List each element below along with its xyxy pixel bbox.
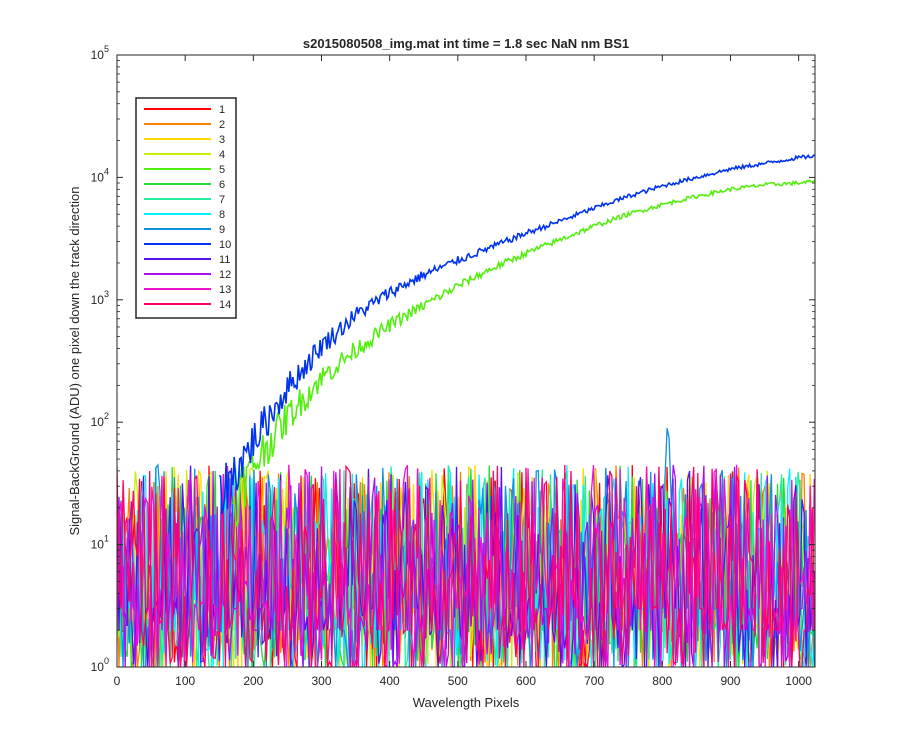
y-tick-label-1: 100: [91, 656, 109, 674]
x-tick-label-0: 0: [114, 674, 121, 688]
y-tick-label-1000: 103: [91, 289, 109, 307]
y-tick-label-10: 101: [91, 534, 109, 552]
legend-label-12: 12: [219, 269, 231, 281]
x-tick-label-400: 400: [380, 674, 400, 688]
series-line-5: [232, 179, 815, 527]
x-axis-label: Wavelength Pixels: [413, 695, 520, 710]
y-tick-label-10000: 104: [91, 166, 109, 184]
legend-label-4: 4: [219, 149, 225, 161]
series-line-12: [117, 464, 815, 667]
legend-label-9: 9: [219, 224, 225, 236]
legend-label-11: 11: [219, 254, 230, 266]
legend-label-6: 6: [219, 179, 225, 191]
axes: 0 100 200 300 400 500 600 700 800 900 100010010110…: [91, 44, 816, 688]
legend-label-1: 1: [219, 104, 225, 116]
x-tick-label-100: 100: [175, 674, 195, 688]
legend-label-7: 7: [219, 194, 225, 206]
chart-title: s2015080508_img.mat int time = 1.8 sec N…: [303, 36, 629, 51]
series-layer: [117, 154, 815, 667]
legend-label-8: 8: [219, 209, 225, 221]
legend-label-10: 10: [219, 239, 231, 251]
x-tick-label-1000: 1000: [785, 674, 812, 688]
series-line-10: [218, 154, 815, 514]
x-tick-label-700: 700: [584, 674, 604, 688]
legend-label-14: 14: [219, 299, 231, 311]
legend-label-2: 2: [219, 119, 225, 131]
x-tick-label-800: 800: [652, 674, 672, 688]
x-tick-label-500: 500: [448, 674, 468, 688]
y-axis-label: Signal-BackGround (ADU) one pixel down t…: [67, 186, 82, 535]
x-tick-label-300: 300: [311, 674, 331, 688]
series-line-14: [117, 464, 815, 667]
legend-label-5: 5: [219, 164, 225, 176]
axes-box: [116, 54, 816, 668]
x-tick-label-900: 900: [720, 674, 740, 688]
x-tick-label-200: 200: [243, 674, 263, 688]
legend-label-13: 13: [219, 284, 231, 296]
legend-label-3: 3: [219, 134, 225, 146]
y-tick-label-100: 102: [91, 411, 109, 429]
legend-box: [135, 97, 237, 319]
x-tick-label-600: 600: [516, 674, 536, 688]
y-tick-label-100000: 105: [91, 44, 109, 62]
